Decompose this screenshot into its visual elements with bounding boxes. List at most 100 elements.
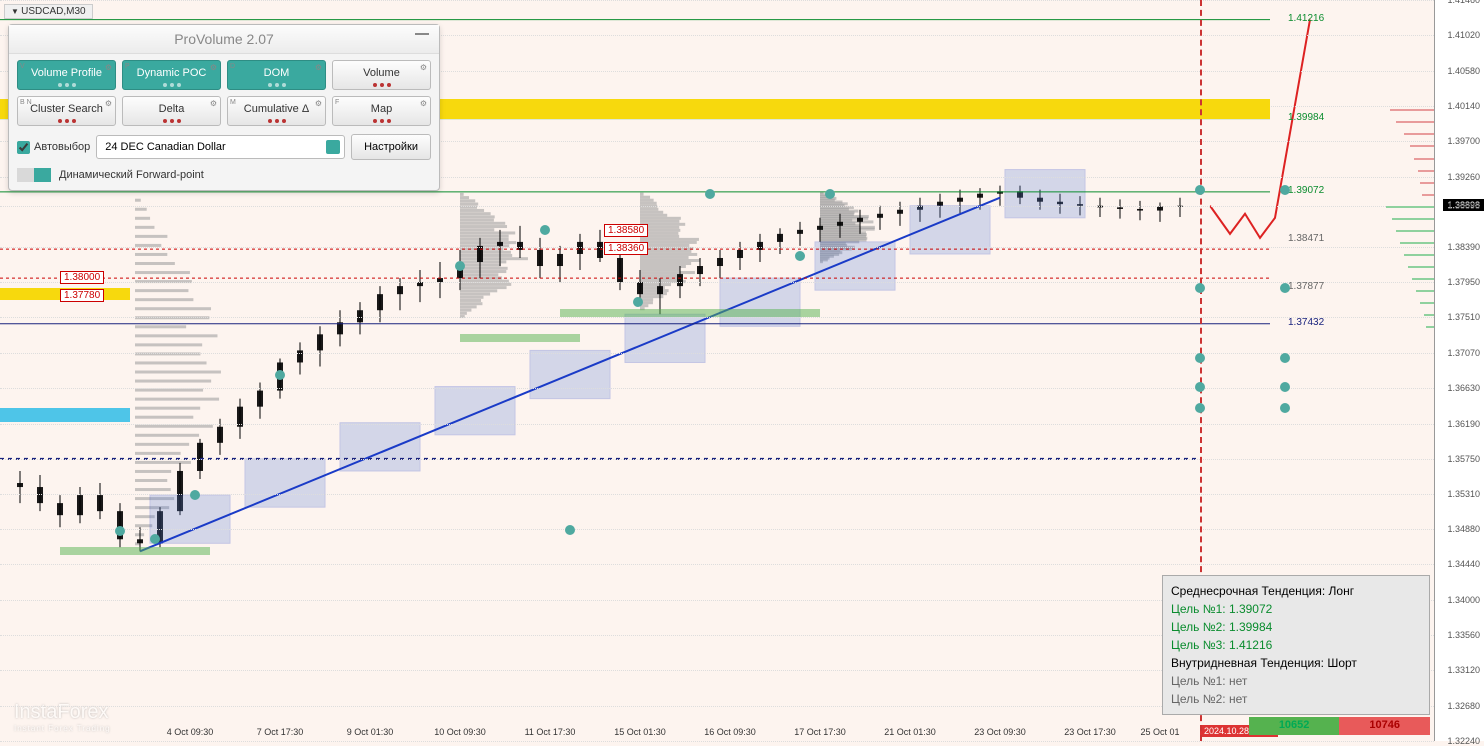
panel-btn-dom[interactable]: D⚙DOM [227,60,326,90]
xtick: 23 Oct 09:30 [974,727,1026,737]
ytick: 1.37950 [1447,277,1480,287]
ytick: 1.35750 [1447,454,1480,464]
ytick: 1.37070 [1447,348,1480,358]
ytick: 1.32240 [1447,736,1480,746]
targets-box: Среднесрочная Тенденция: Лонг Цель №1: 1… [1162,575,1430,715]
auto-checkbox-input[interactable] [17,141,30,154]
time-axis: 4 Oct 09:307 Oct 17:309 Oct 01:3010 Oct … [0,721,1434,737]
gridline [0,494,1434,495]
auto-select-checkbox[interactable]: Автовыбор [17,141,90,154]
panel-btn-delta[interactable]: ⚙Delta [122,96,221,126]
vp-bar [1422,194,1434,196]
marker-dot [1280,185,1290,195]
vp-bar [1408,266,1434,268]
ytick: 1.39700 [1447,136,1480,146]
xtick: 4 Oct 09:30 [167,727,214,737]
vp-bar [1410,145,1434,147]
vp-bar [1420,302,1434,304]
vp-bar [1420,182,1434,184]
gridline [0,388,1434,389]
marker-dot [565,525,575,535]
ytick: 1.36190 [1447,419,1480,429]
ytick: 1.40580 [1447,66,1480,76]
gridline [0,317,1434,318]
panel-btn-volume-profile[interactable]: V⚙Volume Profile [17,60,116,90]
vp-bar [1418,170,1434,172]
ytick: 1.32680 [1447,701,1480,711]
ytick: 1.38898 [1447,201,1480,211]
price-label: 1.39984 [1285,112,1327,123]
marker-dot [455,261,465,271]
fwd-label: Динамический Forward-point [59,169,204,181]
xtick: 23 Oct 17:30 [1064,727,1116,737]
panel-btn-volume[interactable]: ⚙Volume [332,60,431,90]
ytick: 1.40140 [1447,101,1480,111]
xtick: 10 Oct 09:30 [434,727,486,737]
marker-dot [1280,403,1290,413]
marker-dot [115,526,125,536]
ytick: 1.33120 [1447,665,1480,675]
xtick: 17 Oct 17:30 [794,727,846,737]
vp-bar [1416,290,1434,292]
gridline [0,741,1434,742]
panel-title-text: ProVolume 2.07 [174,31,274,47]
marker-dot [190,490,200,500]
target-2: Цель №2: 1.39984 [1171,618,1421,636]
target-1: Цель №1: 1.39072 [1171,600,1421,618]
marker-dot [1195,185,1205,195]
minimize-icon[interactable] [415,33,429,35]
gridline [0,564,1434,565]
marker-dot [1195,403,1205,413]
contract-select[interactable]: 24 DEC Canadian Dollar [96,135,345,159]
auto-label: Автовыбор [34,141,90,153]
marker-dot [1280,283,1290,293]
xtick: 21 Oct 01:30 [884,727,936,737]
marker-dot [1280,382,1290,392]
ytick: 1.41460 [1447,0,1480,5]
marker-dot [705,189,715,199]
panel-btn-dynamic-poc[interactable]: P⚙Dynamic POC [122,60,221,90]
intra-trend: Внутридневная Тенденция: Шорт [1171,654,1421,672]
gridline [0,206,1434,207]
panel-btn-cluster-search[interactable]: B N⚙Cluster Search [17,96,116,126]
settings-button[interactable]: Настройки [351,134,431,160]
forward-point-row: Динамический Forward-point [9,160,439,182]
ytick: 1.36630 [1447,383,1480,393]
price-label: 1.41216 [1285,13,1327,24]
vp-bar [1392,218,1434,220]
vp-bar [1404,133,1434,135]
symbol-tag[interactable]: USDCAD,M30 [4,4,93,19]
vp-bar [1426,326,1434,328]
zone-green [60,547,210,555]
marker-dot [1280,353,1290,363]
ytick: 1.34000 [1447,595,1480,605]
ytick: 1.41020 [1447,30,1480,40]
price-label: 1.39072 [1285,185,1327,196]
gridline [0,353,1434,354]
intra-1: Цель №1: нет [1171,672,1421,690]
panel-btn-map[interactable]: F⚙Map [332,96,431,126]
marker-dot [150,534,160,544]
panel-btn-cumulative-[interactable]: M⚙Cumulative Δ [227,96,326,126]
xtick: 9 Oct 01:30 [347,727,394,737]
provolume-panel[interactable]: ProVolume 2.07 V⚙Volume ProfileP⚙Dynamic… [8,24,440,191]
vp-bar [1386,206,1434,208]
bottom-volume: 10652 10746 [1249,717,1430,735]
vp-bar [1404,254,1434,256]
ytick: 1.38390 [1447,242,1480,252]
ytick: 1.39260 [1447,172,1480,182]
gridline [0,247,1434,248]
volume-profile-right [1382,90,1434,430]
logo-name: InstaForex [14,701,108,723]
intra-2: Цель №2: нет [1171,690,1421,708]
gridline [0,0,1434,1]
marker-dot [540,225,550,235]
vp-bar [1400,242,1434,244]
gridline [0,459,1434,460]
ytick: 1.34440 [1447,559,1480,569]
gridline [0,282,1434,283]
ytick: 1.35310 [1447,489,1480,499]
marker-dot [825,189,835,199]
ytick: 1.33560 [1447,630,1480,640]
vol-buy: 10652 [1249,717,1340,735]
